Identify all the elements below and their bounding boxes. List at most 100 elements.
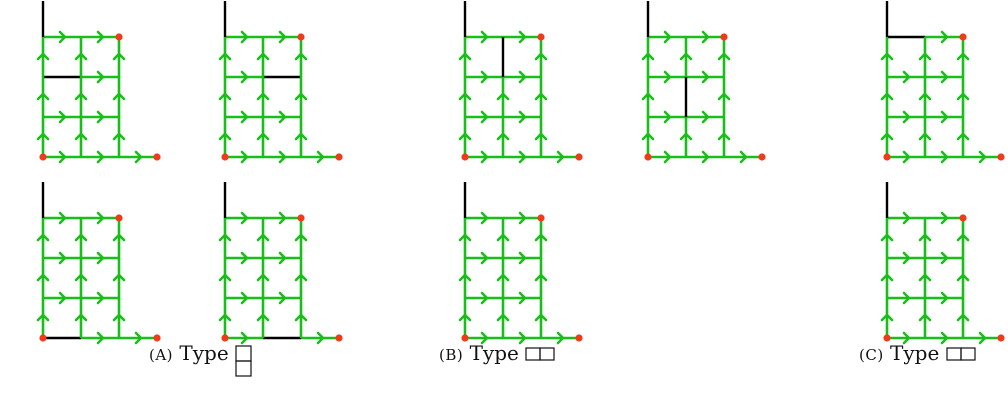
arrow-head [480,291,489,305]
caption-c: (C) Type [859,341,978,365]
terminal-dot [720,33,728,41]
arrow-head [36,233,50,242]
arrow-head [902,331,911,345]
arrow-head [58,30,67,44]
arrow-head [701,110,710,124]
terminal-dot [758,153,766,161]
arrow-head [940,30,949,44]
terminal-dot [221,334,229,342]
terminal-dot [221,153,229,161]
arrow-head [880,313,894,322]
arrow-head [294,52,308,61]
caption-b-label: (B) [439,346,464,364]
lattice-panel-a [218,182,343,345]
caption-a-label: (A) [149,346,174,364]
arrow-head [641,52,655,61]
arrow-head [58,211,67,225]
arrow-head [534,92,548,101]
arrow-head [96,251,105,265]
arrow-head [480,211,489,225]
terminal-dot [575,334,583,342]
lattice-panel-a [36,182,161,345]
arrow-head [956,273,970,282]
terminal-dot [997,153,1005,161]
arrow-head [956,92,970,101]
arrow-head [480,251,489,265]
arrow-head [240,70,249,84]
arrow-head [918,273,932,282]
terminal-dot [39,153,47,161]
arrow-head [518,110,527,124]
caption-b: (B) Type [439,341,557,365]
arrow-head [112,92,126,101]
terminal-dot [537,214,545,222]
arrow-head [518,251,527,265]
arrow-head [58,150,67,164]
caption-b-word: Type [469,341,519,365]
terminal-dot [39,334,47,342]
arrow-head [663,70,672,84]
arrow-head [902,251,911,265]
arrow-head [717,92,731,101]
arrow-head [278,150,287,164]
terminal-dot [335,334,343,342]
arrow-head [496,132,510,141]
arrow-head [218,92,232,101]
arrow-head [256,92,270,101]
arrow-head [294,233,308,242]
arrow-head [978,150,987,164]
terminal-dot [997,334,1005,342]
arrow-head [58,251,67,265]
arrow-head [918,132,932,141]
arrow-head [956,313,970,322]
arrow-head [218,273,232,282]
lattice-panel-a [218,1,343,164]
arrow-head [316,331,325,345]
arrow-head [240,30,249,44]
arrow-head [556,150,565,164]
horizontal-two-squares-icon [946,345,978,363]
arrow-head [480,70,489,84]
terminal-dot [335,153,343,161]
terminal-dot [959,33,967,41]
arrow-head [278,291,287,305]
lattice-panel-b [458,182,583,345]
terminal-dot [153,334,161,342]
arrow-head [74,273,88,282]
arrow-head [74,313,88,322]
arrow-head [36,52,50,61]
terminal-dot [575,153,583,161]
arrow-head [641,132,655,141]
arrow-head [96,211,105,225]
arrow-head [112,273,126,282]
arrow-head [256,132,270,141]
arrow-head [278,30,287,44]
arrow-head [278,211,287,225]
arrow-head [240,110,249,124]
arrow-head [96,110,105,124]
arrow-head [480,30,489,44]
arrow-head [556,331,565,345]
arrow-head [458,233,472,242]
arrow-head [880,132,894,141]
arrow-head [880,233,894,242]
arrow-head [240,150,249,164]
lattice-panel-b [641,1,766,164]
arrow-head [940,70,949,84]
arrow-head [534,233,548,242]
arrow-head [458,313,472,322]
arrow-head [480,331,489,345]
arrow-head [940,150,949,164]
arrow-head [663,150,672,164]
arrow-head [96,291,105,305]
terminal-dot [297,214,305,222]
arrow-head [240,211,249,225]
terminal-dot [297,33,305,41]
arrow-head [96,70,105,84]
arrow-head [902,291,911,305]
arrow-head [940,331,949,345]
terminal-dot [959,214,967,222]
horizontal-two-squares-icon [525,345,557,363]
caption-c-label: (C) [859,346,884,364]
arrow-head [496,313,510,322]
